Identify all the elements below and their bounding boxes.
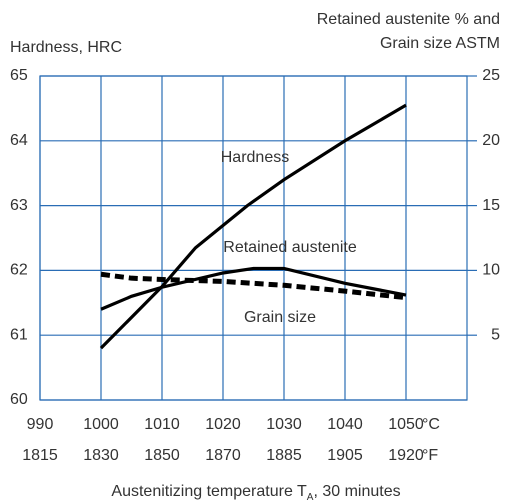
y2-tick-label: 5 <box>491 326 500 343</box>
y-tick-label: 60 <box>10 391 28 408</box>
x2-tick-label: 1885 <box>266 447 302 464</box>
x-tick-label: 1000 <box>83 416 119 433</box>
y2-axis-title: Retained austenite % and <box>317 11 500 28</box>
x-tick-label: 990 <box>27 416 54 433</box>
x-tick-label: 1030 <box>266 416 302 433</box>
x-tick-label: 1050 <box>388 416 424 433</box>
y2-axis-title: Grain size ASTM <box>380 35 500 52</box>
x-axis-title-sub: A <box>307 492 314 503</box>
y-tick-label: 61 <box>10 326 28 343</box>
x-axis-title-part: Austenitizing temperature T <box>111 483 307 500</box>
x2-tick-label: 1905 <box>327 447 363 464</box>
x-unit: °C <box>422 416 440 433</box>
series-line <box>100 271 407 301</box>
x-axis-title: Austenitizing temperature TA, 30 minutes <box>111 483 400 502</box>
y-tick-label: 63 <box>10 197 28 214</box>
series-label: Hardness <box>221 149 289 166</box>
y2-tick-label: 25 <box>482 67 500 84</box>
plot-frame <box>39 75 468 401</box>
x2-tick-label: 1850 <box>144 447 180 464</box>
x-tick-label: 1020 <box>205 416 241 433</box>
x2-tick-label: 1870 <box>205 447 241 464</box>
series-label: Retained austenite <box>223 239 357 256</box>
series-label: Grain size <box>244 309 316 326</box>
y2-tick-label: 20 <box>482 132 500 149</box>
y-tick-label: 64 <box>10 132 28 149</box>
x2-tick-label: 1920 <box>388 447 424 464</box>
x-tick-label: 1010 <box>144 416 180 433</box>
y-axis-title: Hardness, HRC <box>10 39 122 56</box>
y2-tick-label: 10 <box>482 262 500 279</box>
x-tick-label: 1040 <box>327 416 363 433</box>
x2-tick-label: 1815 <box>22 447 58 464</box>
x2-unit: °F <box>422 447 438 464</box>
series-line <box>100 266 407 311</box>
x2-tick-label: 1830 <box>83 447 119 464</box>
x-axis-title-part: , 30 minutes <box>313 483 400 500</box>
y-tick-label: 65 <box>10 67 28 84</box>
y-tick-label: 62 <box>10 262 28 279</box>
y2-tick-label: 15 <box>482 197 500 214</box>
